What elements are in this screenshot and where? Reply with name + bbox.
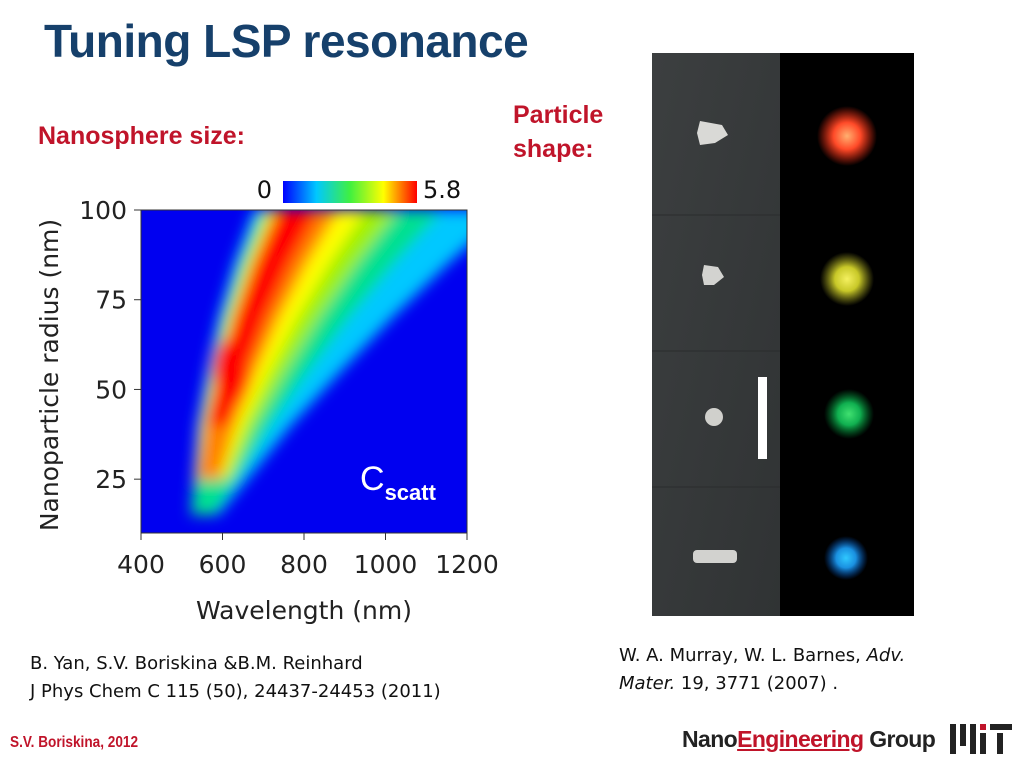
cscatt-main: C	[360, 460, 385, 498]
heatmap-plot-area	[141, 210, 467, 533]
reference-right-details: 19, 3771 (2007) .	[675, 673, 839, 694]
sem-sphere-particle	[705, 408, 723, 426]
reference-right-journal: Adv.	[866, 645, 906, 666]
scattering-heatmap-chart: 0 5.8 400 600 800 1000 1200 25 50 75 100 Wavele…	[35, 176, 499, 625]
sem-triangle-particle	[697, 121, 728, 145]
scale-bar	[758, 377, 767, 459]
y-tick-label: 100	[79, 196, 127, 225]
sem-image-column	[652, 53, 780, 616]
cscatt-annotation: Cscatt	[360, 460, 437, 505]
green-scattering-spot	[824, 389, 874, 439]
sem-rod-particle	[693, 550, 737, 563]
colorbar	[283, 181, 417, 203]
cscatt-subscript: scatt	[385, 480, 437, 505]
y-axis-label: Nanoparticle radius (nm)	[35, 219, 64, 531]
group-logo-part3: Group	[863, 726, 936, 752]
group-logo-part1: Nano	[682, 726, 738, 752]
sem-small-triangle-particle	[702, 265, 724, 285]
footer-author: S.V. Boriskina, 2012	[10, 734, 139, 751]
heatmap-peak	[212, 337, 249, 406]
nanosphere-size-label: Nanosphere size:	[38, 122, 246, 150]
heatmap-band	[197, 210, 339, 480]
x-tick-label: 800	[280, 550, 328, 579]
yellow-scattering-spot	[820, 252, 874, 306]
reference-left-line1: B. Yan, S.V. Boriskina &B.M. Reinhard	[30, 653, 363, 674]
y-tick-label: 50	[95, 375, 127, 404]
red-scattering-spot	[817, 106, 877, 166]
group-logo-part2: Engineering	[737, 726, 864, 752]
x-tick-label: 400	[117, 550, 165, 579]
x-tick-label: 600	[199, 550, 247, 579]
particle-shape-label-line2: shape:	[513, 135, 594, 163]
y-tick-label: 25	[95, 465, 127, 494]
colorbar-min-label: 0	[257, 176, 272, 204]
mit-logo	[950, 724, 1012, 754]
particle-image-panel	[652, 53, 914, 616]
nanoengineering-group-logo: NanoEngineering Group	[682, 726, 936, 753]
reference-right: W. A. Murray, W. L. Barnes, Adv. Mater. 1…	[619, 642, 999, 698]
reference-right-authors: W. A. Murray, W. L. Barnes,	[619, 645, 867, 666]
page-title: Tuning LSP resonance	[44, 15, 529, 67]
colorbar-max-label: 5.8	[423, 176, 461, 204]
x-axis-label: Wavelength (nm)	[196, 596, 412, 625]
reference-right-journal-cont: Mater.	[619, 673, 676, 694]
blue-scattering-spot	[824, 536, 868, 580]
particle-shape-label: Particle shape:	[513, 98, 643, 166]
particle-shape-label-line1: Particle	[513, 101, 604, 129]
x-tick-label: 1000	[354, 550, 418, 579]
reference-left-line2: J Phys Chem C 115 (50), 24437-24453 (201…	[30, 681, 441, 702]
x-tick-label: 1200	[435, 550, 499, 579]
y-tick-label: 75	[95, 286, 127, 315]
reference-left: B. Yan, S.V. Boriskina &B.M. Reinhard J …	[30, 650, 441, 706]
